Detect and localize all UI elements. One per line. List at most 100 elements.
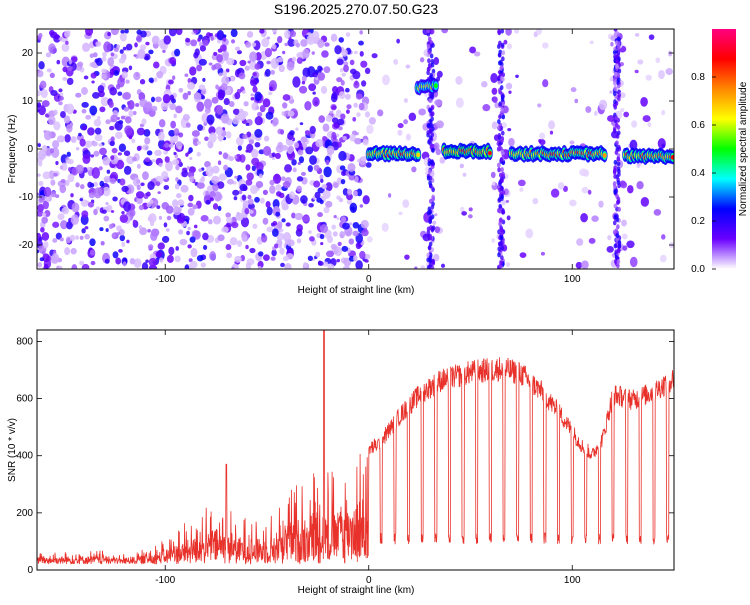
spectrogram-cell [223,164,229,171]
spectrogram-cell [499,227,504,233]
spectrogram-cell [237,145,243,151]
spectrogram-cell [329,110,334,115]
spectrogram-cell [497,229,501,235]
spectrogram-cell [176,216,185,224]
spectrogram-cell [207,105,211,110]
spectrogram-cell [431,225,436,231]
spectrogram-cell [184,264,190,269]
spectrogram-cell [225,243,232,251]
spectrogram-cell [278,64,285,73]
spectrogram-cell [239,59,247,67]
spectrogram-cell [226,216,233,224]
spectrogram-cell [270,57,279,69]
spectrogram-cell [598,200,604,208]
spectrogram-cell [175,164,180,171]
spectrogram-cell [235,212,244,221]
spectrogram-cell [53,121,61,131]
spectrogram-cell [64,247,71,256]
spectrogram-cell [508,90,512,94]
spectrogram-cell [133,54,137,57]
spectrogram-cell [428,235,433,241]
spectrogram-cell [144,101,153,112]
spectrogram-cell [348,173,356,181]
spectrogram-cell [431,68,436,74]
spectrogram-cell [66,66,73,72]
spectrogram-cell [193,224,198,229]
spectrogram-cell [66,77,74,86]
spectrogram-cell [314,191,321,199]
spectrogram-cell [119,234,126,242]
spectrogram-cell [162,94,171,104]
spectrogram-cell [431,42,435,48]
spectrogram-cell [377,109,384,117]
spectrogram-cell [501,209,506,215]
spectrogram-cell [75,147,80,151]
spectrogram-cell [178,87,184,93]
spectrogram-cell [274,243,279,249]
spectrogram-cell [49,29,55,36]
spectrogram-cell [427,36,432,42]
spectrogram-cell [251,42,257,48]
spectrogram-cell [90,260,96,266]
spectrogram-cell [109,58,114,64]
spectrogram-cell [312,71,318,78]
spectrogram-cell [282,232,292,242]
spectrogram-cell [629,139,638,151]
spectrogram-x-tick-label: 100 [564,274,581,285]
spectrogram-cell [349,202,358,213]
spectrogram-cell [52,48,57,54]
spectrogram-cell [498,208,502,214]
spectrogram-cell [221,75,230,86]
spectrogram-cell [93,181,99,187]
spectrogram-cell [180,184,189,193]
spectrogram-cell [148,244,154,250]
spectrogram-cell [98,90,105,98]
spectrogram-cell [132,110,137,116]
spectrogram-cell [537,103,542,108]
spectrogram-cell [136,34,143,43]
spectrogram-cell [196,140,202,145]
spectrogram-cell [297,149,304,156]
spectrogram-cell [59,237,64,242]
spectrogram-cell [101,209,107,214]
colorbar-gradient [712,29,736,269]
spectrogram-cell [259,29,265,34]
spectrogram-cell [38,236,43,242]
spectrogram-cell [236,240,242,247]
spectrogram-cell [117,152,122,156]
spectrogram-cell [501,56,505,62]
spectrogram-cell [186,230,190,236]
spectrogram-cell [460,206,465,213]
colorbar-ticks: 0.0 0.2 0.4 0.6 0.8 [691,72,716,275]
spectrogram-cell [426,226,431,232]
spectrogram-cell [517,179,526,187]
spectrogram-cell [63,116,71,124]
spectrogram-cell [205,190,209,196]
spectrogram-cell [148,257,157,267]
spectrogram-cell [272,117,279,126]
spectrogram-cell [170,120,177,129]
spectrogram-cell [165,228,170,232]
spectrogram-cell [319,224,329,233]
spectrogram-cell [245,262,252,269]
spectrogram-cell [349,59,355,66]
spectrogram-cell [190,39,198,47]
spectrogram-cell [612,220,617,226]
spectrogram-cell [301,75,307,83]
spectrogram-cell [254,116,263,126]
spectrogram-cell [291,159,297,166]
spectrogram-cell [129,258,136,265]
spectrogram-cell [100,96,110,107]
spectrogram-cell [576,238,584,246]
spectrogram-cell [262,98,271,108]
spectrogram-cell [337,141,342,148]
spectrogram-cell [108,101,114,109]
spectrogram-cell [124,125,133,135]
spectrogram-cell [71,202,80,213]
spectrogram-cell [497,29,501,35]
spectrogram-cell [613,167,617,173]
spectrogram-cell [300,195,308,204]
spectrogram-cell [617,183,621,189]
spectrogram-cell [317,212,323,218]
spectrogram-cell [362,195,370,205]
